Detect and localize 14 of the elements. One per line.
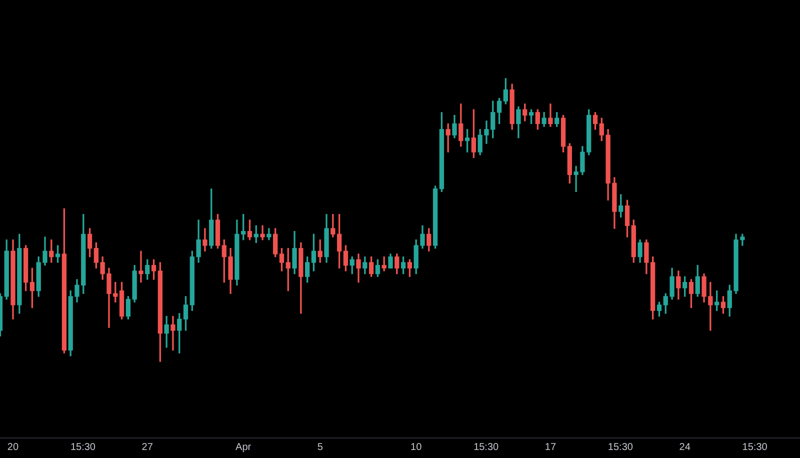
x-tick-label: 15:30 bbox=[742, 442, 768, 453]
candlestick bbox=[138, 250, 144, 283]
x-tick-label: 10 bbox=[410, 442, 422, 453]
x-tick-label: 27 bbox=[142, 442, 154, 453]
x-tick-label: 15:30 bbox=[70, 442, 96, 453]
x-tick-label: 20 bbox=[7, 442, 19, 453]
x-tick-label: 5 bbox=[317, 442, 324, 453]
candlestick bbox=[170, 316, 176, 351]
x-tick-label: 15:30 bbox=[474, 442, 500, 453]
candlestick bbox=[260, 225, 265, 240]
x-tick-label: 24 bbox=[679, 442, 691, 453]
x-tick-label: 15:30 bbox=[608, 442, 634, 453]
x-tick-label: 17 bbox=[544, 442, 556, 453]
x-tick-label: Apr bbox=[236, 442, 252, 453]
